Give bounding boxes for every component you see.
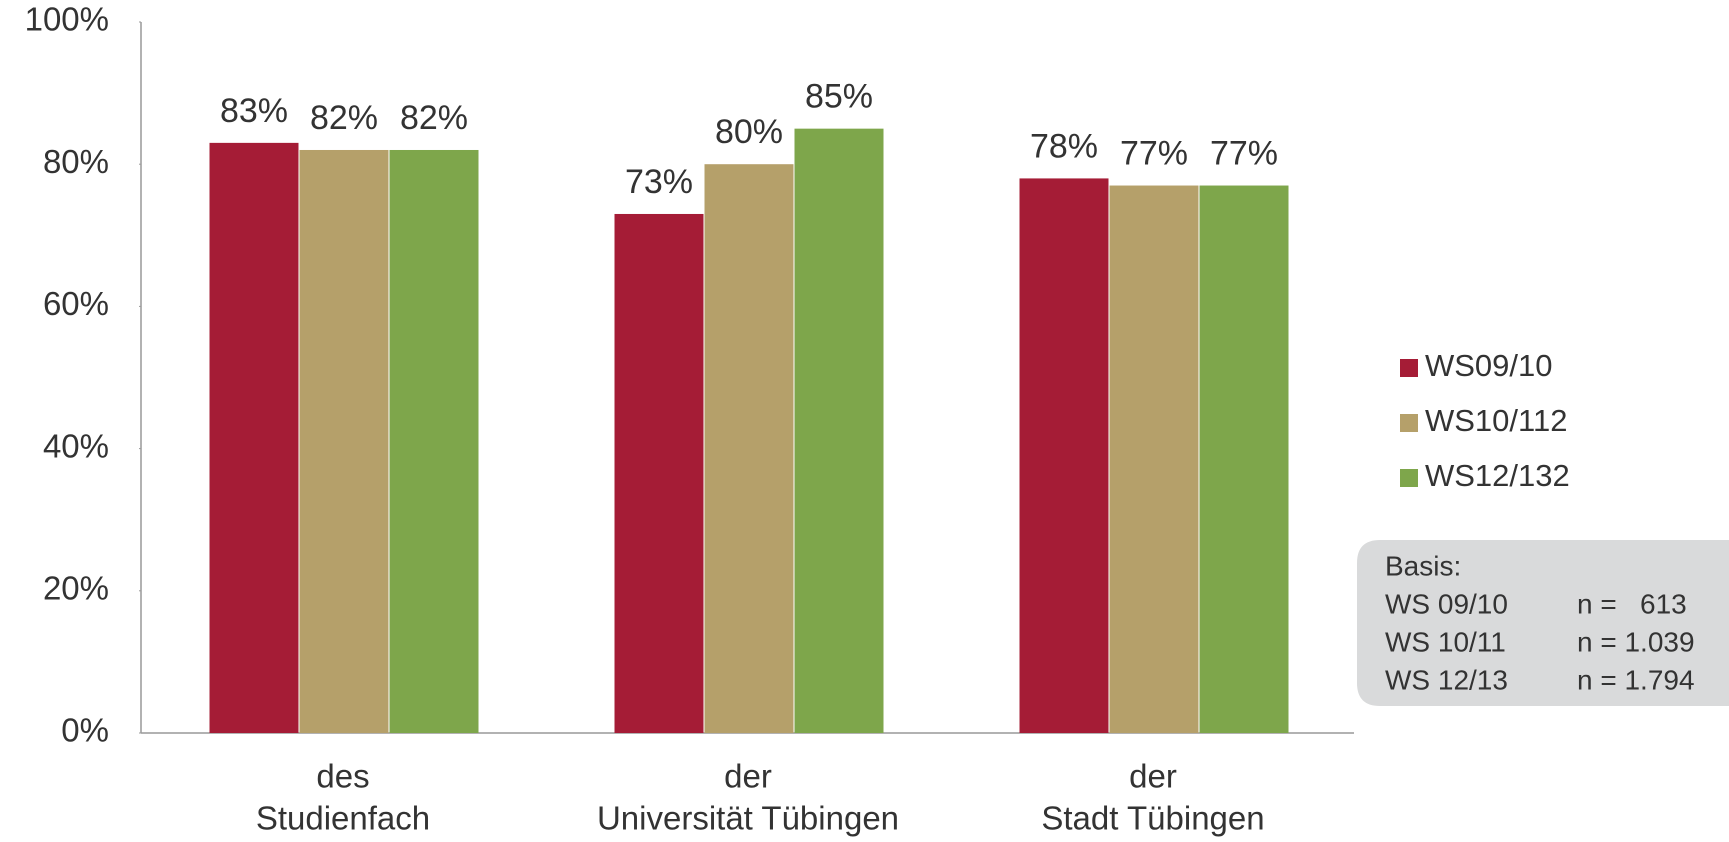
legend-swatch [1400, 414, 1418, 432]
y-tick-label: 20% [43, 570, 109, 607]
bar [389, 149, 479, 734]
bar [1019, 178, 1109, 734]
value-label: 80% [715, 113, 783, 151]
x-tick-label: Studienfach [256, 800, 430, 837]
value-label: 83% [220, 92, 288, 130]
y-tick-label: 60% [43, 285, 109, 322]
x-tick-label: der [724, 758, 772, 795]
value-label: 82% [400, 99, 468, 137]
value-label: 85% [805, 78, 873, 116]
x-tick-label: der [1129, 758, 1177, 795]
x-tick-label: des [316, 758, 369, 795]
basis-count: n = 613 [1577, 588, 1687, 619]
y-tick-label: 80% [43, 143, 109, 180]
value-label: 77% [1210, 135, 1278, 173]
legend-label: WS09/10 [1425, 348, 1553, 383]
basis-term: WS 09/10 [1385, 588, 1508, 619]
y-tick-label: 100% [25, 1, 109, 38]
legend-swatch [1400, 359, 1418, 377]
basis-box [1357, 540, 1729, 706]
bar [209, 142, 299, 733]
bar [1199, 185, 1289, 733]
legend-swatch [1400, 469, 1418, 487]
y-tick-label: 40% [43, 427, 109, 464]
value-label: 77% [1120, 135, 1188, 173]
x-tick-label: Stadt Tübingen [1041, 800, 1264, 837]
legend-label: WS12/132 [1425, 458, 1570, 493]
basis-count: n = 1.794 [1577, 664, 1695, 695]
bar [704, 164, 794, 733]
basis-title: Basis: [1385, 550, 1461, 581]
value-label: 78% [1030, 127, 1098, 165]
value-label: 73% [625, 163, 693, 201]
value-label: 82% [310, 99, 378, 137]
legend-label: WS10/112 [1425, 403, 1567, 438]
bar [614, 213, 704, 734]
basis-term: WS 10/11 [1385, 626, 1506, 657]
basis-count: n = 1.039 [1577, 626, 1695, 657]
bar [1109, 185, 1199, 733]
bar [299, 149, 389, 734]
basis-term: WS 12/13 [1385, 664, 1508, 695]
bar [794, 128, 884, 733]
y-tick-label: 0% [61, 712, 109, 749]
x-tick-label: Universität Tübingen [597, 800, 899, 837]
